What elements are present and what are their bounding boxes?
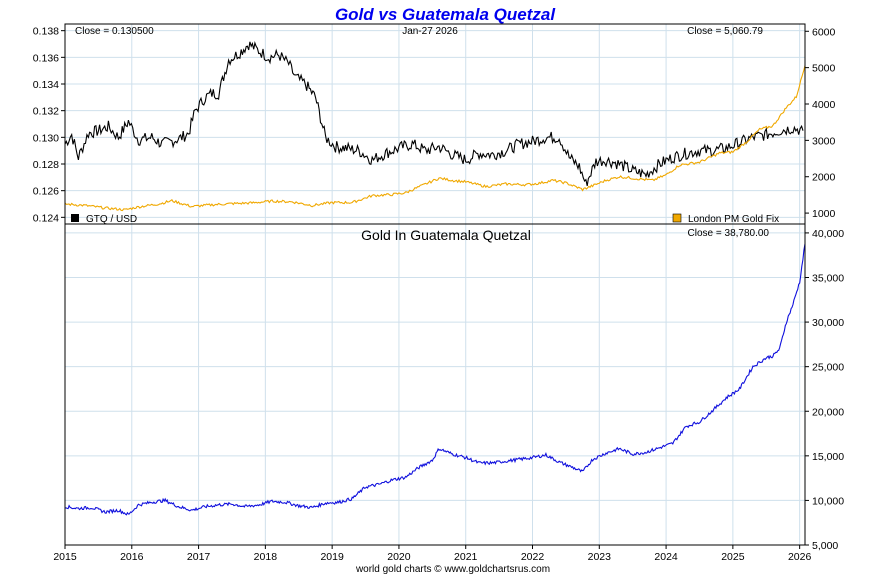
chart-title: Gold vs Guatemala Quetzal [335, 5, 556, 24]
gtq-usd-line [64, 40, 804, 187]
footer-credit: world gold charts © www.goldchartsrus.co… [355, 564, 550, 575]
bottom-panel-title: Gold In Guatemala Quetzal [361, 227, 531, 243]
legend-gold-label: London PM Gold Fix [688, 214, 779, 225]
bottom-close-label: Close = 38,780.00 [688, 228, 770, 239]
right-tick-label: 2000 [812, 172, 836, 184]
bottom-right-tick-label: 5,000 [812, 540, 838, 552]
left-tick-label: 0.132 [33, 106, 59, 118]
x-tick-label: 2023 [588, 551, 612, 563]
bottom-right-tick-label: 35,000 [812, 273, 844, 285]
gold-in-quetzal-line [64, 243, 806, 516]
top-left-axis: 0.138 0.136 0.134 0.132 0.130 0.128 0.126 0.124 [33, 26, 65, 224]
top-right-axis: 6000 5000 4000 3000 2000 1000 [805, 26, 836, 220]
x-tick-label: 2017 [187, 551, 211, 563]
left-tick-label: 0.130 [33, 132, 59, 144]
x-tick-label: 2025 [721, 551, 745, 563]
date-label: Jan-27 2026 [402, 26, 458, 37]
left-tick-label: 0.138 [33, 26, 59, 38]
bottom-right-tick-label: 40,000 [812, 228, 844, 240]
x-tick-label: 2022 [521, 551, 545, 563]
bottom-right-tick-label: 10,000 [812, 495, 844, 507]
x-tick-label: 2016 [120, 551, 144, 563]
right-tick-label: 3000 [812, 135, 836, 147]
left-tick-label: 0.128 [33, 159, 59, 171]
legend-gold-swatch [672, 213, 682, 223]
bottom-right-tick-label: 20,000 [812, 406, 844, 418]
left-close-label: Close = 0.130500 [75, 26, 154, 37]
x-tick-label: 2020 [387, 551, 411, 563]
top-panel-grid [64, 24, 805, 224]
x-tick-label: 2019 [320, 551, 344, 563]
bottom-right-axis: 40,000 35,000 30,000 25,000 20,000 15,000 10,0… [805, 228, 844, 552]
top-panel-series [64, 40, 806, 212]
legend-gtq-swatch [71, 214, 79, 222]
left-tick-label: 0.124 [33, 212, 59, 224]
x-tick-label: 2024 [654, 551, 678, 563]
right-tick-label: 1000 [812, 208, 836, 220]
right-tick-label: 6000 [812, 26, 836, 38]
x-tick-label: 2021 [454, 551, 478, 563]
bottom-panel-series [64, 243, 806, 516]
right-tick-label: 5000 [812, 63, 836, 75]
bottom-right-tick-label: 15,000 [812, 451, 844, 463]
bottom-panel-frame [64, 223, 806, 546]
bottom-right-tick-label: 30,000 [812, 317, 844, 329]
x-axis: 2015 2016 2017 2018 2019 2020 2021 2022 2023 2024… [53, 545, 811, 563]
right-tick-label: 4000 [812, 99, 836, 111]
x-tick-label: 2018 [254, 551, 278, 563]
right-close-label: Close = 5,060.79 [687, 26, 763, 37]
left-tick-label: 0.126 [33, 186, 59, 198]
left-tick-label: 0.134 [33, 79, 59, 91]
bottom-right-tick-label: 25,000 [812, 362, 844, 374]
london-pm-gold-fix-line [64, 65, 806, 212]
x-tick-label: 2026 [788, 551, 812, 563]
legend-gtq-label: GTQ / USD [86, 214, 137, 225]
left-tick-label: 0.136 [33, 52, 59, 64]
x-tick-label: 2015 [53, 551, 77, 563]
